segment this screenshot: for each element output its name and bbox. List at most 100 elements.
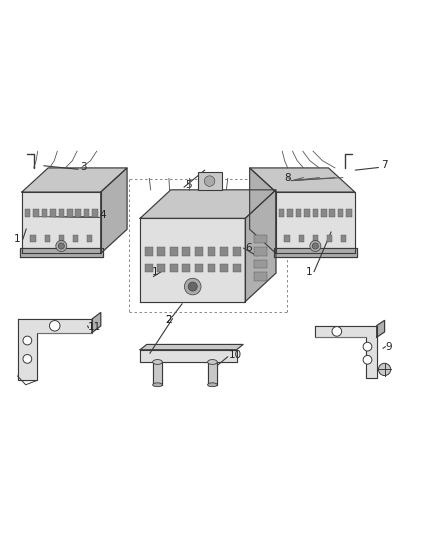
Bar: [341, 235, 346, 243]
Circle shape: [56, 240, 67, 252]
Text: 2: 2: [165, 315, 172, 325]
Circle shape: [58, 243, 64, 249]
Polygon shape: [315, 326, 377, 378]
Bar: [59, 209, 64, 216]
Text: 1: 1: [13, 235, 20, 244]
Circle shape: [204, 176, 215, 187]
Text: 1: 1: [305, 266, 312, 277]
Polygon shape: [22, 168, 127, 192]
Bar: [287, 209, 293, 216]
Text: 10: 10: [229, 350, 242, 360]
Bar: [73, 235, 78, 243]
Bar: [208, 247, 215, 256]
Bar: [254, 272, 267, 281]
Polygon shape: [153, 362, 162, 385]
Ellipse shape: [153, 360, 162, 365]
Bar: [31, 235, 36, 243]
Circle shape: [312, 243, 318, 249]
Ellipse shape: [208, 360, 217, 365]
Polygon shape: [245, 190, 276, 302]
Bar: [338, 209, 343, 216]
Circle shape: [363, 342, 372, 351]
Bar: [254, 247, 267, 256]
Bar: [304, 209, 310, 216]
Bar: [329, 209, 335, 216]
Bar: [157, 247, 165, 256]
Bar: [157, 264, 165, 272]
Bar: [254, 235, 267, 243]
Text: 2: 2: [165, 315, 172, 325]
Polygon shape: [22, 192, 101, 253]
Bar: [321, 209, 327, 216]
Bar: [87, 235, 92, 243]
Bar: [279, 209, 284, 216]
Bar: [327, 235, 332, 243]
Bar: [50, 209, 56, 216]
Bar: [346, 209, 352, 216]
Bar: [198, 172, 222, 190]
Ellipse shape: [153, 383, 162, 386]
Text: 7: 7: [381, 160, 388, 170]
Text: 8: 8: [284, 173, 291, 183]
Bar: [195, 247, 203, 256]
Text: 4: 4: [99, 210, 106, 220]
Polygon shape: [274, 248, 357, 257]
Bar: [170, 247, 178, 256]
Bar: [233, 264, 240, 272]
Polygon shape: [92, 312, 101, 333]
Bar: [233, 247, 240, 256]
Bar: [313, 235, 318, 243]
Polygon shape: [276, 192, 355, 253]
Bar: [313, 209, 318, 216]
Bar: [170, 264, 178, 272]
Polygon shape: [140, 219, 245, 302]
Bar: [254, 260, 267, 268]
Circle shape: [332, 327, 342, 336]
Text: 9: 9: [385, 342, 392, 352]
Bar: [45, 235, 50, 243]
Bar: [42, 209, 47, 216]
Bar: [92, 209, 98, 216]
Bar: [183, 264, 191, 272]
Text: 1: 1: [152, 266, 159, 277]
Text: 5: 5: [185, 180, 192, 190]
Bar: [67, 209, 73, 216]
Bar: [33, 209, 39, 216]
Bar: [296, 209, 301, 216]
Bar: [220, 264, 228, 272]
Bar: [75, 209, 81, 216]
Circle shape: [23, 336, 32, 345]
Bar: [145, 264, 153, 272]
Polygon shape: [208, 362, 217, 385]
Bar: [145, 247, 153, 256]
Polygon shape: [20, 248, 103, 257]
Text: 11: 11: [88, 322, 101, 332]
Circle shape: [363, 356, 372, 364]
Polygon shape: [140, 190, 276, 219]
Polygon shape: [101, 168, 127, 253]
Bar: [220, 247, 228, 256]
Circle shape: [23, 354, 32, 364]
Bar: [25, 209, 30, 216]
Text: 3: 3: [80, 162, 87, 172]
Polygon shape: [250, 168, 276, 253]
Ellipse shape: [208, 383, 217, 386]
Polygon shape: [140, 344, 243, 350]
Circle shape: [49, 320, 60, 331]
Bar: [195, 264, 203, 272]
Circle shape: [188, 282, 197, 291]
Circle shape: [310, 240, 321, 252]
Circle shape: [184, 278, 201, 295]
Bar: [208, 264, 215, 272]
Polygon shape: [377, 320, 385, 337]
Bar: [59, 235, 64, 243]
Circle shape: [378, 364, 391, 376]
Polygon shape: [250, 168, 355, 192]
Bar: [183, 247, 191, 256]
Polygon shape: [140, 350, 237, 362]
Bar: [285, 235, 290, 243]
Bar: [299, 235, 304, 243]
Bar: [84, 209, 89, 216]
Text: 6: 6: [245, 243, 252, 253]
Polygon shape: [18, 319, 92, 381]
